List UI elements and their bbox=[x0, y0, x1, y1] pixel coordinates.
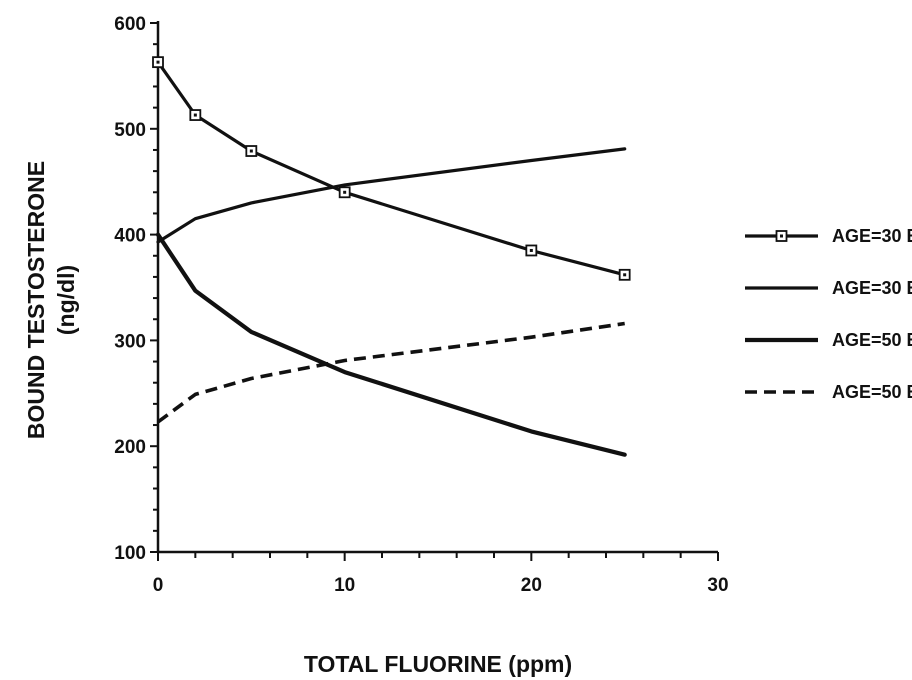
series-1-point-center bbox=[623, 273, 626, 276]
x-tick-label: 20 bbox=[521, 575, 542, 596]
legend-label-2: AGE=30 BMI=35 bbox=[832, 278, 912, 298]
x-axis-title: TOTAL FLUORINE (ppm) bbox=[304, 651, 572, 677]
axes bbox=[158, 21, 718, 552]
y-tick-label: 300 bbox=[114, 331, 146, 352]
legend-marker-center-1 bbox=[780, 235, 783, 238]
tick-labels: 100 200 300 400 500 600 0 10 20 30 bbox=[114, 14, 728, 596]
series-1-point-center bbox=[250, 150, 253, 153]
legend-label-4: AGE=50 BMI=35 bbox=[832, 382, 912, 402]
y-tick-label: 200 bbox=[114, 437, 146, 458]
y-axis-unit: (ng/dl) bbox=[53, 265, 79, 335]
series-1-point-center bbox=[194, 114, 197, 117]
series-line-2 bbox=[158, 149, 625, 242]
tick-marks bbox=[150, 23, 718, 561]
series-1-point-center bbox=[343, 191, 346, 194]
series-line-3 bbox=[158, 235, 625, 455]
y-tick-label: 400 bbox=[114, 226, 146, 247]
series-line-1 bbox=[158, 62, 625, 275]
legend: AGE=30 BMI=25 AGE=30 BMI=35 AGE=50 BMI=25 A… bbox=[745, 226, 912, 402]
legend-label-1: AGE=30 BMI=25 bbox=[832, 226, 912, 246]
y-tick-label: 100 bbox=[114, 543, 146, 564]
x-tick-label: 0 bbox=[153, 575, 164, 596]
y-tick-label: 600 bbox=[114, 14, 146, 35]
legend-label-3: AGE=50 BMI=25 bbox=[832, 330, 912, 350]
y-tick-label: 500 bbox=[114, 120, 146, 141]
y-axis-title: BOUND TESTOSTERONE bbox=[23, 161, 49, 439]
series-line-4 bbox=[158, 324, 625, 422]
y-axis-title-group: BOUND TESTOSTERONE (ng/dl) bbox=[23, 161, 79, 439]
plot-series bbox=[153, 57, 630, 455]
x-tick-label: 30 bbox=[707, 575, 728, 596]
series-1-point-center bbox=[530, 249, 533, 252]
x-tick-label: 10 bbox=[334, 575, 355, 596]
series-1-point-center bbox=[157, 61, 160, 64]
